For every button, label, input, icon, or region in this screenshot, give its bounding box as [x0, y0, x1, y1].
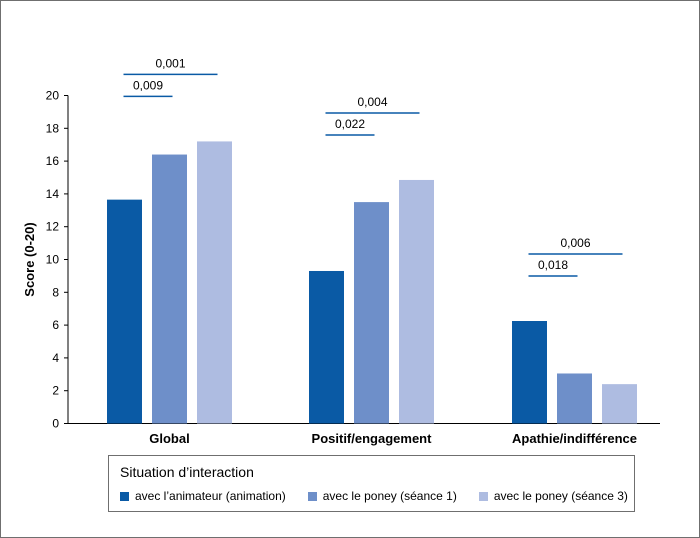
y-tick-label: 20: [46, 89, 60, 103]
y-tick-label: 14: [46, 187, 60, 201]
legend-title: Situation d’interaction: [120, 464, 254, 480]
legend-items: avec l’animateur (animation) avec le pon…: [120, 489, 628, 503]
legend-item-poney-seance-1: avec le poney (séance 1): [307, 489, 457, 503]
y-tick-label: 10: [46, 253, 60, 267]
bar: [602, 384, 637, 424]
legend-label: avec le poney (séance 1): [322, 489, 457, 503]
legend-swatch: [307, 491, 317, 501]
significance-label: 0,006: [560, 236, 590, 250]
bar: [512, 321, 547, 424]
bar: [354, 202, 389, 424]
y-tick-label: 4: [52, 351, 59, 365]
bar: [107, 199, 142, 424]
legend-label: avec l’animateur (animation): [135, 489, 286, 503]
significance-label: 0,004: [357, 95, 387, 109]
y-tick-label: 8: [52, 285, 59, 299]
legend-label: avec le poney (séance 3): [493, 489, 628, 503]
y-tick-label: 2: [52, 384, 59, 398]
bar: [197, 141, 232, 424]
legend: Situation d’interaction avec l’animateur…: [108, 455, 635, 512]
bar: [557, 373, 592, 424]
significance-label: 0,022: [335, 117, 365, 131]
significance-label: 0,018: [538, 258, 568, 272]
legend-swatch: [478, 491, 488, 501]
significance-label: 0,001: [155, 56, 185, 70]
x-category-label: Positif/engagement: [312, 431, 433, 446]
legend-swatch: [120, 491, 129, 501]
y-tick-label: 6: [52, 318, 59, 332]
x-category-label: Global: [149, 431, 189, 446]
bar: [399, 179, 434, 424]
x-category-label: Apathie/indifférence: [512, 431, 637, 446]
y-axis-label: Score (0-20): [22, 222, 37, 296]
y-tick-label: 16: [46, 154, 60, 168]
bar: [309, 270, 344, 424]
y-tick-label: 12: [46, 220, 60, 234]
legend-item-poney-seance-3: avec le poney (séance 3): [478, 489, 628, 503]
bar: [152, 154, 187, 424]
significance-label: 0,009: [133, 78, 163, 92]
legend-item-animateur: avec l’animateur (animation): [120, 489, 286, 503]
y-tick-label: 18: [46, 121, 60, 135]
y-tick-label: 0: [52, 417, 59, 431]
